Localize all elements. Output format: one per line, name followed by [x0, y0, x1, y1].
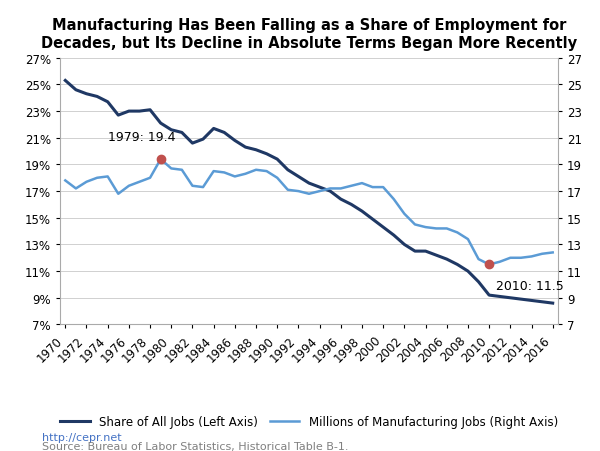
Text: 1979: 19.4: 1979: 19.4	[108, 130, 175, 143]
Title: Manufacturing Has Been Falling as a Share of Employment for
Decades, but Its Dec: Manufacturing Has Been Falling as a Shar…	[41, 18, 577, 51]
Text: http://cepr.net: http://cepr.net	[42, 432, 122, 442]
Text: Source: Bureau of Labor Statistics, Historical Table B-1.: Source: Bureau of Labor Statistics, Hist…	[42, 441, 349, 451]
Legend: Share of All Jobs (Left Axis), Millions of Manufacturing Jobs (Right Axis): Share of All Jobs (Left Axis), Millions …	[55, 410, 563, 433]
Text: 2010: 11.5: 2010: 11.5	[496, 280, 564, 293]
